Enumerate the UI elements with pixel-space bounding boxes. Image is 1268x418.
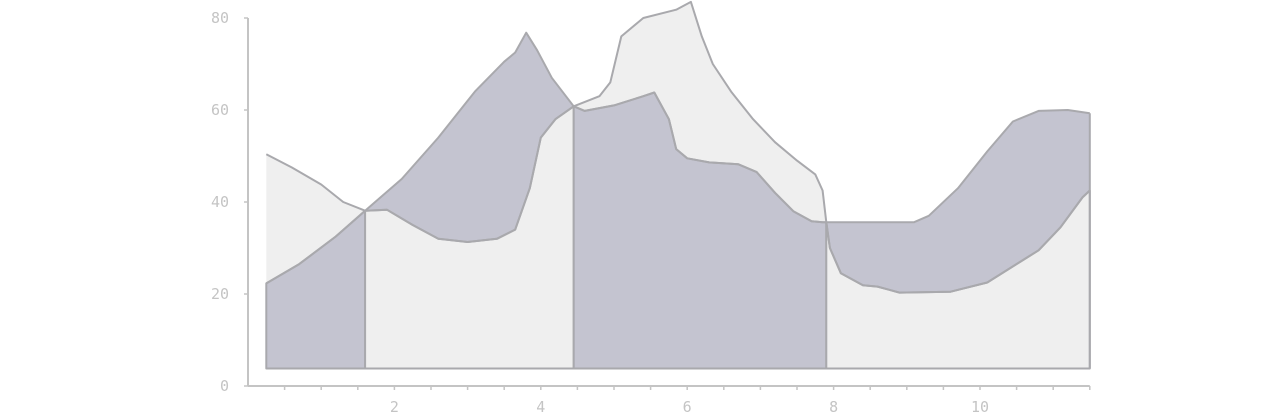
upper-band: [573, 1, 827, 223]
area-fills: [265, 1, 1091, 370]
upper-band: [266, 154, 366, 284]
x-tick-label: 6: [683, 398, 692, 416]
x-tick-label: 4: [536, 398, 545, 416]
y-tick-label: 60: [211, 101, 229, 119]
series-line-2: [265, 0, 1091, 294]
upper-band: [826, 110, 1090, 293]
x-tick-label: 8: [829, 398, 838, 416]
y-tick-label: 80: [211, 9, 229, 27]
y-tick-label: 0: [220, 377, 229, 395]
upper-band: [365, 32, 574, 243]
series-lines: [265, 0, 1091, 369]
y-tick-label: 40: [211, 193, 229, 211]
axis-ticks: [244, 17, 1091, 390]
y-tick-label: 20: [211, 285, 229, 303]
series-line-1: [265, 31, 1090, 285]
x-tick-label: 2: [390, 398, 399, 416]
x-tick-label: 10: [971, 398, 989, 416]
